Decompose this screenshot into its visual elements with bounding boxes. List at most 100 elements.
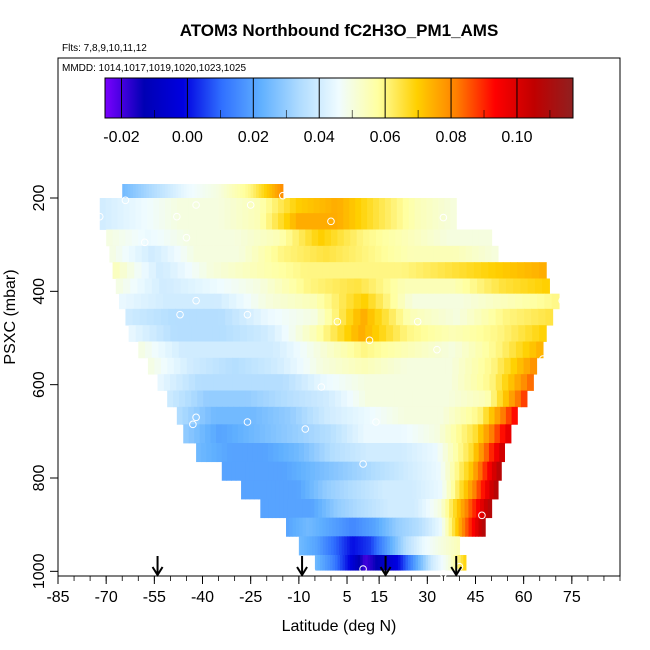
heatmap-cell bbox=[206, 245, 214, 263]
heatmap-cell bbox=[365, 555, 369, 571]
heatmap-cell bbox=[282, 308, 290, 326]
heatmap-cell bbox=[360, 341, 369, 359]
heatmap-cell bbox=[251, 374, 259, 391]
heatmap-cell bbox=[322, 517, 327, 537]
heatmap-cell bbox=[438, 198, 445, 214]
heatmap-cell bbox=[433, 555, 437, 571]
heatmap-cell bbox=[232, 443, 238, 463]
heatmap-cell bbox=[434, 424, 441, 444]
heatmap-cell bbox=[210, 184, 214, 199]
heatmap-cell bbox=[468, 341, 477, 359]
heatmap-cell bbox=[206, 198, 214, 214]
heatmap-cell bbox=[206, 443, 213, 463]
heatmap-cell bbox=[330, 555, 334, 571]
heatmap-cell bbox=[495, 308, 504, 326]
heatmap-cell bbox=[378, 198, 386, 214]
heatmap-cell bbox=[301, 213, 309, 230]
heatmap-cell bbox=[388, 390, 396, 408]
heatmap-cell bbox=[353, 293, 362, 310]
heatmap-cell bbox=[129, 213, 136, 230]
heatmap-cell bbox=[165, 213, 172, 230]
heatmap-cell bbox=[325, 198, 333, 214]
heatmap-cell bbox=[260, 213, 267, 230]
heatmap-cell bbox=[450, 198, 457, 214]
heatmap-cell bbox=[277, 198, 285, 214]
heatmap-cell bbox=[494, 443, 500, 463]
heatmap-cell bbox=[396, 198, 404, 214]
heatmap-cell bbox=[245, 245, 253, 263]
heatmap-cell bbox=[332, 278, 341, 295]
heatmap-cell bbox=[345, 517, 350, 537]
heatmap-cell bbox=[207, 374, 215, 391]
heatmap-cell bbox=[375, 406, 382, 425]
heatmap-cell bbox=[271, 262, 280, 279]
heatmap-cell bbox=[274, 278, 283, 295]
heatmap-cell bbox=[300, 461, 307, 481]
heatmap-cell bbox=[172, 341, 180, 359]
heatmap-cell bbox=[394, 262, 403, 279]
heatmap-cell bbox=[433, 480, 439, 500]
heatmap-cell bbox=[426, 406, 433, 425]
heatmap-cell bbox=[188, 213, 196, 230]
x-tick-label: 45 bbox=[467, 589, 485, 606]
heatmap-cell bbox=[226, 424, 233, 444]
heatmap-cell bbox=[339, 443, 346, 463]
heatmap-cell bbox=[349, 245, 357, 263]
heatmap-cell bbox=[445, 517, 450, 537]
heatmap bbox=[99, 184, 560, 571]
heatmap-cell bbox=[125, 308, 134, 326]
heatmap-cell bbox=[420, 198, 428, 214]
heatmap-cell bbox=[444, 262, 453, 279]
heatmap-cell bbox=[408, 341, 416, 359]
sample-circles bbox=[95, 191, 566, 578]
heatmap-cell bbox=[170, 374, 177, 391]
heatmap-cell bbox=[458, 374, 466, 391]
heatmap-cell bbox=[290, 406, 297, 425]
heatmap-cell bbox=[235, 461, 242, 481]
heatmap-cell bbox=[193, 357, 201, 375]
heatmap-cell bbox=[329, 443, 336, 463]
heatmap-cell bbox=[493, 480, 499, 500]
x-tick-label: -25 bbox=[239, 589, 262, 606]
heatmap-cell bbox=[194, 184, 198, 199]
heatmap-cell bbox=[361, 198, 368, 214]
y-axis: 200 400 600 800 1000 bbox=[31, 185, 58, 589]
heatmap-cell bbox=[157, 374, 165, 391]
y-tick-label: 800 bbox=[31, 465, 48, 492]
heatmap-cell bbox=[529, 293, 538, 310]
heatmap-cell bbox=[433, 278, 442, 295]
heatmap-cell bbox=[411, 443, 418, 463]
heatmap-cell bbox=[384, 213, 392, 230]
heatmap-cell bbox=[448, 341, 456, 359]
heatmap-cell bbox=[331, 198, 338, 214]
heatmap-cell bbox=[347, 424, 354, 444]
heatmap-cell bbox=[544, 293, 553, 310]
heatmap-cell bbox=[532, 325, 540, 342]
heatmap-cell bbox=[268, 499, 273, 519]
heatmap-cell bbox=[369, 406, 376, 425]
heatmap-cell bbox=[358, 325, 366, 342]
heatmap-cell bbox=[317, 308, 326, 326]
heatmap-cell bbox=[426, 374, 434, 391]
heatmap-cell bbox=[359, 390, 366, 408]
heatmap-cell bbox=[459, 480, 465, 500]
heatmap-cell bbox=[311, 390, 318, 408]
heatmap-cell bbox=[284, 245, 292, 263]
heatmap-cell bbox=[206, 357, 214, 375]
heatmap-cell bbox=[365, 262, 374, 279]
heatmap-cell bbox=[144, 278, 153, 295]
heatmap-cell bbox=[472, 499, 477, 519]
heatmap-cell bbox=[440, 555, 444, 571]
heatmap-cell bbox=[327, 341, 335, 359]
heatmap-cell bbox=[213, 245, 221, 263]
heatmap-cell bbox=[254, 198, 261, 214]
heatmap-cell bbox=[414, 374, 422, 391]
heatmap-cell bbox=[343, 480, 349, 500]
heatmap-cell bbox=[252, 443, 259, 463]
heatmap-cell bbox=[412, 278, 420, 295]
heatmap-cell bbox=[475, 517, 480, 537]
heatmap-cell bbox=[277, 245, 285, 263]
heatmap-cell bbox=[531, 308, 539, 326]
heatmap-cell bbox=[478, 443, 485, 463]
